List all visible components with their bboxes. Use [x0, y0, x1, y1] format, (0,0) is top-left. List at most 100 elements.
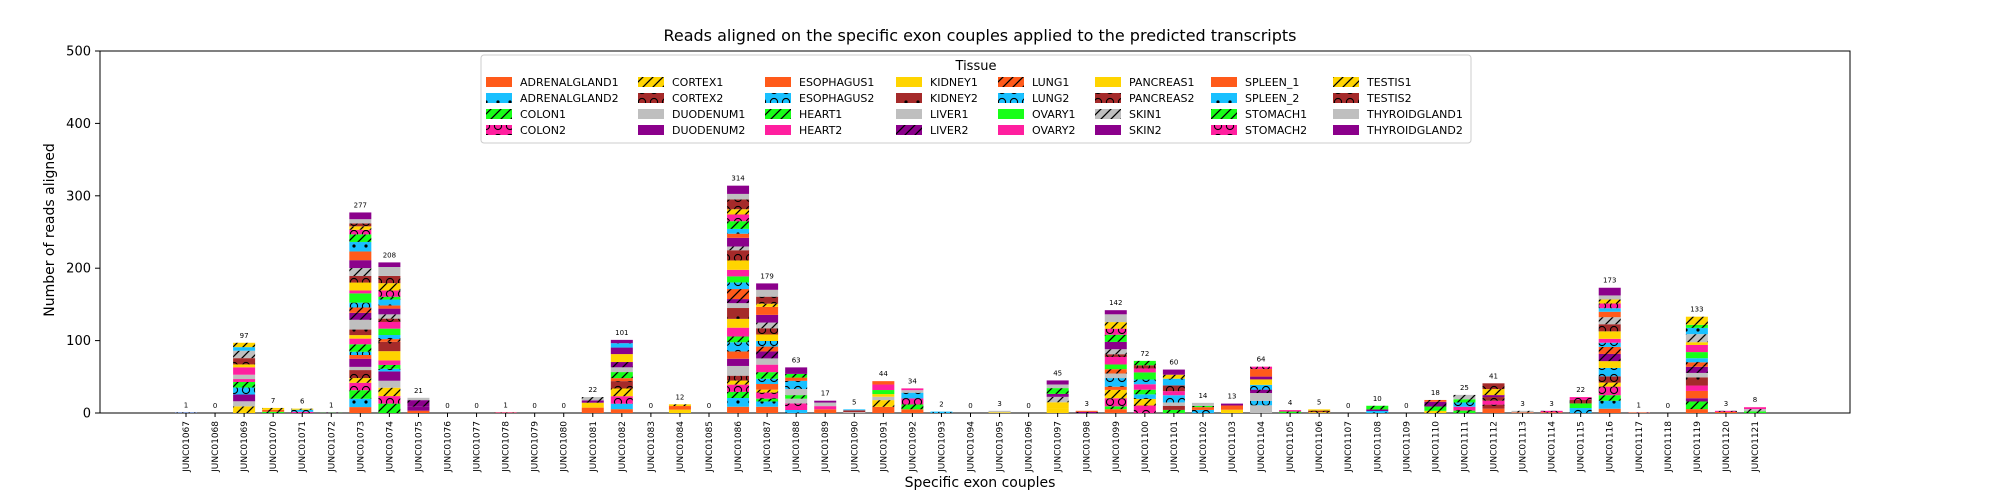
- bar-segment: [1569, 399, 1592, 404]
- bar-segment: [378, 308, 401, 315]
- legend-swatch: [1095, 109, 1121, 119]
- x-tick-label: JUNC01090: [850, 421, 860, 473]
- x-tick-label: JUNC01067: [182, 421, 192, 473]
- legend-label: STOMACH2: [1245, 124, 1307, 137]
- legend-label: HEART1: [799, 108, 842, 121]
- bar-total-label: 97: [240, 332, 249, 340]
- x-tick-label: JUNC01119: [1693, 421, 1703, 473]
- bar-total-label: 10: [1373, 395, 1382, 403]
- bar-segment: [756, 328, 779, 335]
- bar-segment: [349, 268, 372, 277]
- bar-JUNC01087: [756, 283, 779, 413]
- bar-segment: [727, 365, 750, 376]
- bar-segment: [349, 223, 372, 227]
- bar-JUNC01092: [901, 388, 924, 413]
- bar-segment: [756, 303, 779, 307]
- bar-segment: [1685, 316, 1708, 325]
- legend-swatch: [998, 109, 1024, 119]
- bar-JUNC01091: [872, 381, 895, 413]
- bar-segment: [262, 409, 285, 412]
- bar-segment: [349, 344, 372, 352]
- bar-segment: [610, 339, 633, 344]
- bar-JUNC01103: [1221, 403, 1243, 413]
- x-tick-label: JUNC01116: [1606, 421, 1616, 473]
- bar-segment: [378, 321, 401, 329]
- legend-swatch: [765, 77, 791, 87]
- bar-segment: [785, 388, 808, 396]
- x-tick-label: JUNC01079: [531, 421, 541, 473]
- bar-segment: [1685, 324, 1708, 328]
- legend-item-esophagus2: ESOPHAGUS2: [765, 92, 874, 105]
- bar-segment: [727, 318, 750, 328]
- bar-JUNC01081: [581, 397, 604, 413]
- x-tick-label: JUNC01096: [1025, 421, 1035, 473]
- bar-JUNC01110: [1424, 399, 1447, 413]
- bar-JUNC01067: [175, 412, 197, 413]
- bar-segment: [1424, 401, 1447, 407]
- bar-segment: [378, 339, 401, 342]
- bar-segment: [1046, 388, 1069, 394]
- bar-segment: [1046, 380, 1069, 385]
- bar-segment: [756, 283, 779, 290]
- bar-JUNC01105: [1279, 410, 1302, 413]
- bar-segment: [610, 343, 633, 348]
- bar-segment: [1744, 409, 1766, 412]
- bar-segment: [233, 367, 256, 375]
- bar-segment: [610, 381, 633, 389]
- bar-segment: [727, 375, 750, 381]
- bar-total-label: 179: [760, 272, 773, 280]
- bar-JUNC01071: [291, 408, 314, 413]
- bar-segment: [1250, 384, 1273, 390]
- y-tick-label: 400: [66, 117, 91, 132]
- bar-segment: [756, 306, 779, 315]
- bar-segment: [1685, 342, 1708, 345]
- bar-JUNC01086: [727, 185, 750, 413]
- bar-segment: [1162, 378, 1185, 386]
- bar-segment: [378, 305, 401, 309]
- bar-total-label: 1: [184, 401, 188, 409]
- bar-segment: [349, 234, 372, 242]
- legend-swatch: [638, 77, 664, 87]
- bar-segment: [349, 307, 372, 313]
- legend-swatch: [638, 125, 664, 135]
- bar-segment: [1046, 402, 1069, 409]
- legend-item-kidney1: KIDNEY1: [896, 76, 978, 89]
- bar-segment: [1598, 303, 1621, 309]
- legend-item-kidney2: KIDNEY2: [896, 92, 978, 105]
- bar-segment: [1366, 409, 1389, 411]
- x-tick-label: JUNC01085: [705, 421, 715, 473]
- bar-segment: [1162, 374, 1185, 379]
- bar-segment: [1685, 409, 1708, 413]
- legend-label: ESOPHAGUS2: [799, 92, 874, 105]
- bar-segment: [262, 411, 285, 413]
- bar-total-label: 277: [354, 201, 367, 209]
- plot-area: 01002003004005001JUNC010670JUNC0106897JU…: [66, 45, 1851, 473]
- bar-segment: [1133, 379, 1156, 385]
- bar-segment: [1482, 395, 1505, 398]
- bar-segment: [378, 283, 401, 291]
- bar-segment: [988, 410, 1011, 413]
- legend-item-liver1: LIVER1: [896, 108, 969, 121]
- bar-JUNC01119: [1685, 316, 1708, 413]
- bar-JUNC01104: [1250, 366, 1273, 413]
- legend-item-heart1: HEART1: [765, 108, 842, 121]
- bar-total-label: 8: [1753, 396, 1757, 404]
- bar-segment: [1104, 354, 1127, 357]
- bar-JUNC01078: [494, 412, 517, 413]
- bar-segment: [1598, 382, 1621, 387]
- bar-segment: [349, 251, 372, 261]
- bar-segment: [1133, 360, 1156, 366]
- bar-segment: [1221, 409, 1243, 413]
- bar-segment: [727, 209, 750, 215]
- legend-label: TESTIS1: [1366, 76, 1412, 89]
- bar-JUNC01120: [1714, 410, 1737, 413]
- bar-segment: [1598, 353, 1621, 362]
- bar-segment: [1104, 409, 1127, 413]
- bar-segment: [349, 358, 372, 367]
- bar-segment: [233, 364, 256, 368]
- bar-segment: [349, 335, 372, 339]
- bar-segment: [1250, 405, 1273, 413]
- bar-segment: [1685, 401, 1708, 410]
- x-tick-label: JUNC01105: [1286, 421, 1296, 473]
- bar-segment: [756, 296, 779, 304]
